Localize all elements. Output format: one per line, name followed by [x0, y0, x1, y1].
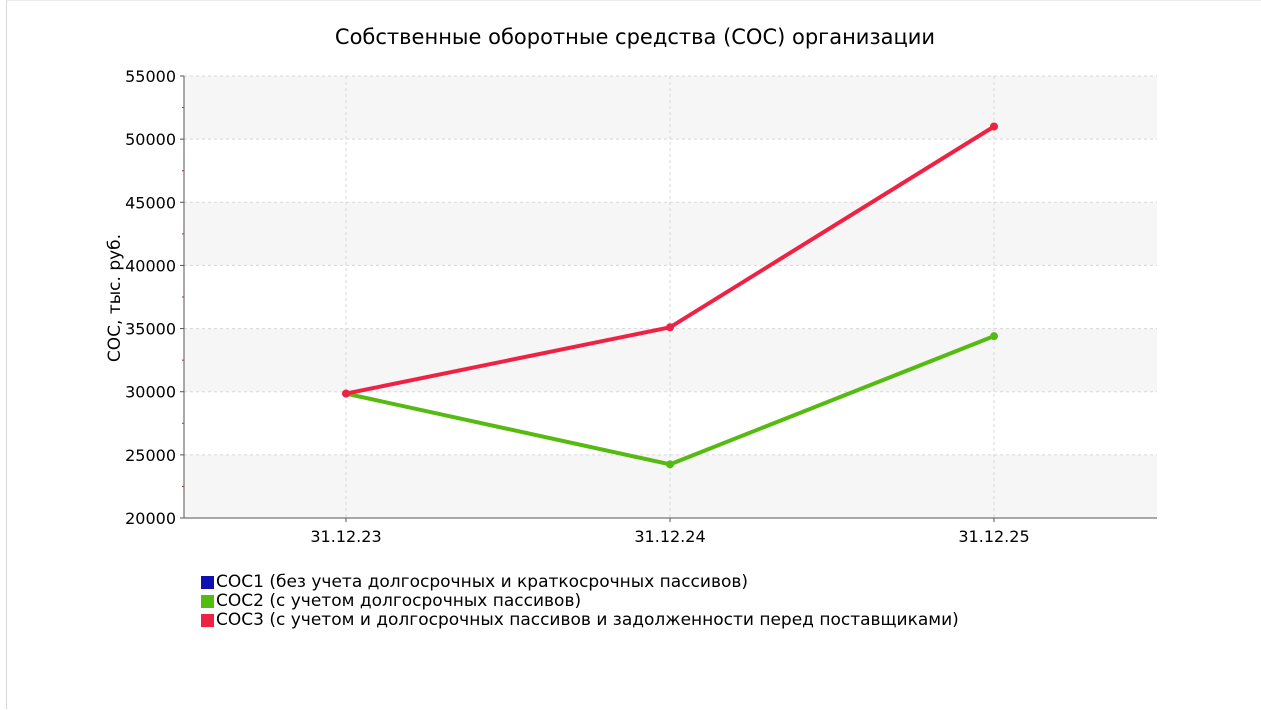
y-tick-label: 40000: [125, 256, 176, 275]
x-tick-label: 31.12.24: [634, 527, 705, 546]
x-tick-label: 31.12.23: [310, 527, 381, 546]
y-tick-label: 30000: [125, 383, 176, 402]
chart-frame: Собственные оборотные средства (СОС) орг…: [6, 0, 1261, 709]
legend-label-soc2: СОС2 (с учетом долгосрочных пассивов): [216, 591, 582, 611]
y-axis-ticks: 20000 25000 30000 35000 40000 45000 50000 55000: [125, 67, 184, 528]
y-tick-label: 55000: [125, 67, 176, 86]
y-tick-label: 35000: [125, 320, 176, 339]
series-point-3: [990, 122, 998, 131]
legend-swatch-soc2: [201, 595, 214, 608]
legend-item-soc2: СОС2 (с учетом долгосрочных пассивов): [201, 592, 959, 611]
series-point-3: [342, 389, 350, 398]
y-tick-label: 20000: [125, 509, 176, 528]
legend: СОС1 (без учета долгосрочных и краткосро…: [201, 573, 959, 630]
legend-swatch-soc1: [201, 576, 214, 589]
series-point-2: [666, 460, 674, 469]
legend-label-soc3: СОС3 (с учетом и долгосрочных пассивов и…: [216, 610, 959, 630]
plot-grid: [184, 75, 1157, 518]
y-axis-title: СОС, тыс. руб.: [105, 234, 125, 362]
series-point-3: [666, 323, 674, 332]
series-group: [342, 122, 998, 469]
legend-label-soc1: СОС1 (без учета долгосрочных и краткосро…: [216, 572, 749, 592]
x-tick-label: 31.12.25: [958, 527, 1029, 546]
y-tick-label: 45000: [125, 193, 176, 212]
y-tick-label: 50000: [125, 130, 176, 149]
legend-swatch-soc3: [201, 614, 214, 627]
x-axis-ticks: 31.12.23 31.12.24 31.12.25: [310, 518, 1030, 546]
chart-title: Собственные оборотные средства (СОС) орг…: [335, 25, 935, 49]
chart-canvas: Собственные оборотные средства (СОС) орг…: [105, 25, 1157, 546]
legend-item-soc3: СОС3 (с учетом и долгосрочных пассивов и…: [201, 611, 959, 630]
legend-item-soc1: СОС1 (без учета долгосрочных и краткосро…: [201, 573, 959, 592]
series-point-2: [990, 332, 998, 341]
y-tick-label: 25000: [125, 446, 176, 465]
